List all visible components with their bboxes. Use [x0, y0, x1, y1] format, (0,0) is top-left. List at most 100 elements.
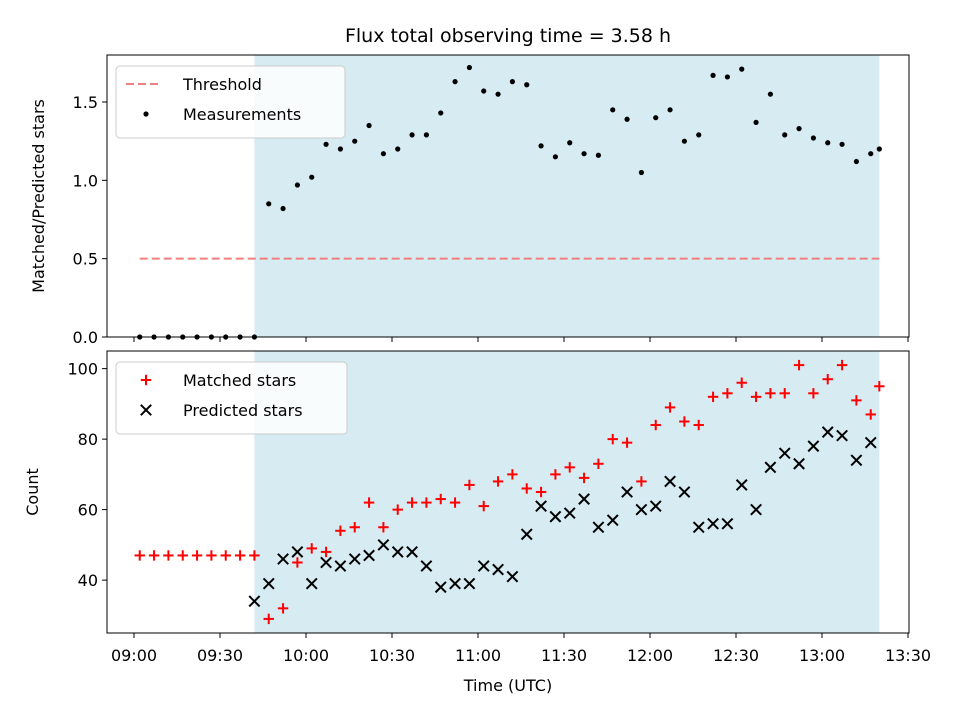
y-axis-label: Count: [23, 468, 42, 516]
data-point: [681, 138, 688, 144]
y-tick-label: 40: [78, 571, 98, 590]
data-point: [492, 563, 504, 576]
data-point: [693, 419, 704, 431]
legend-box: [115, 65, 346, 139]
chart-title: Flux total observing time = 3.58 h: [345, 25, 671, 47]
data-point: [277, 603, 289, 614]
data-point: [538, 143, 544, 149]
series-predicted-stars: [248, 426, 877, 608]
data-point: [753, 119, 759, 125]
data-point: [778, 447, 791, 460]
legend-label: Threshold: [182, 75, 262, 94]
data-point: [721, 517, 734, 530]
x-axis-label: Time (UTC): [463, 676, 552, 695]
data-point: [177, 550, 188, 561]
data-point: [434, 581, 447, 594]
data-point: [578, 493, 590, 505]
data-point: [263, 613, 274, 625]
data-point: [563, 507, 576, 520]
data-point: [363, 549, 375, 562]
observing-window: [254, 55, 880, 337]
data-point: [636, 476, 647, 487]
data-point: [864, 436, 877, 449]
data-point: [334, 560, 347, 572]
data-point: [495, 91, 501, 97]
y-tick-label: 100: [67, 360, 98, 379]
data-point: [481, 88, 487, 94]
data-point: [736, 377, 747, 388]
axes-frame: [106, 54, 910, 338]
x-tick-label: 13:30: [885, 646, 931, 665]
data-point: [380, 151, 386, 157]
y-axis-label: Matched/Predicted stars: [29, 99, 48, 293]
data-point: [836, 429, 848, 442]
data-point: [793, 457, 805, 470]
data-point: [710, 72, 716, 78]
data-point: [535, 486, 547, 498]
x-tick-label: 12:00: [627, 646, 673, 665]
axes-frame: [106, 350, 910, 634]
legend-label: Predicted stars: [183, 401, 303, 420]
data-point: [363, 497, 375, 508]
top-axes: 0.0 0.5 1.0 1.5 Matched/Predicted stars Thres…: [29, 54, 910, 347]
data-point: [421, 497, 432, 508]
legend-label: Measurements: [183, 105, 301, 124]
data-point: [707, 517, 719, 530]
data-point: [366, 122, 372, 129]
data-point: [466, 64, 472, 71]
data-point: [320, 556, 332, 569]
legend-swatch: [140, 404, 152, 416]
data-point: [266, 201, 272, 207]
data-point: [549, 510, 562, 523]
data-point: [564, 462, 575, 473]
data-point: [435, 493, 446, 505]
data-point: [463, 577, 476, 590]
x-tick-label: 10:30: [369, 646, 415, 665]
data-point: [607, 433, 618, 445]
data-point: [348, 553, 361, 565]
data-point: [707, 391, 719, 403]
x-tick-label: 09:00: [111, 646, 157, 665]
data-point: [262, 577, 275, 590]
data-point: [449, 497, 461, 508]
data-point: [635, 503, 648, 516]
data-point: [305, 577, 318, 590]
data-point: [163, 550, 174, 561]
data-point: [807, 440, 820, 453]
data-point: [191, 550, 203, 561]
data-point: [578, 472, 590, 484]
data-point: [764, 461, 777, 474]
data-point: [868, 151, 874, 157]
data-point: [567, 140, 573, 146]
data-point: [650, 419, 661, 431]
data-point: [595, 152, 602, 158]
y-tick-label: 60: [78, 501, 98, 520]
data-point: [352, 138, 358, 144]
data-point: [134, 550, 145, 561]
observing-window: [254, 351, 880, 633]
data-point: [664, 402, 676, 413]
data-point: [581, 151, 587, 157]
data-point: [592, 521, 605, 534]
data-point: [696, 132, 702, 138]
data-point: [323, 141, 329, 147]
data-point: [692, 521, 705, 534]
y-tick-label: 0.0: [73, 328, 98, 347]
data-point: [853, 158, 860, 165]
data-point: [477, 560, 490, 572]
series-extra-2: [874, 381, 885, 392]
x-tick-label: 11:00: [455, 646, 501, 665]
data-point: [739, 66, 745, 72]
bottom-axes: 40 60 80 100 09:00 09:30 10:00 10:30 11:00 11:30 1…: [23, 350, 931, 665]
data-point: [449, 577, 461, 590]
data-point: [822, 374, 833, 385]
data-point: [420, 560, 433, 572]
y-tick-label: 0.5: [73, 250, 98, 269]
legend-swatch: [140, 374, 152, 386]
data-point: [406, 546, 418, 558]
data-point: [520, 528, 533, 541]
y-tick-label: 1.0: [73, 171, 98, 190]
data-point: [378, 522, 389, 533]
data-point: [320, 546, 332, 558]
